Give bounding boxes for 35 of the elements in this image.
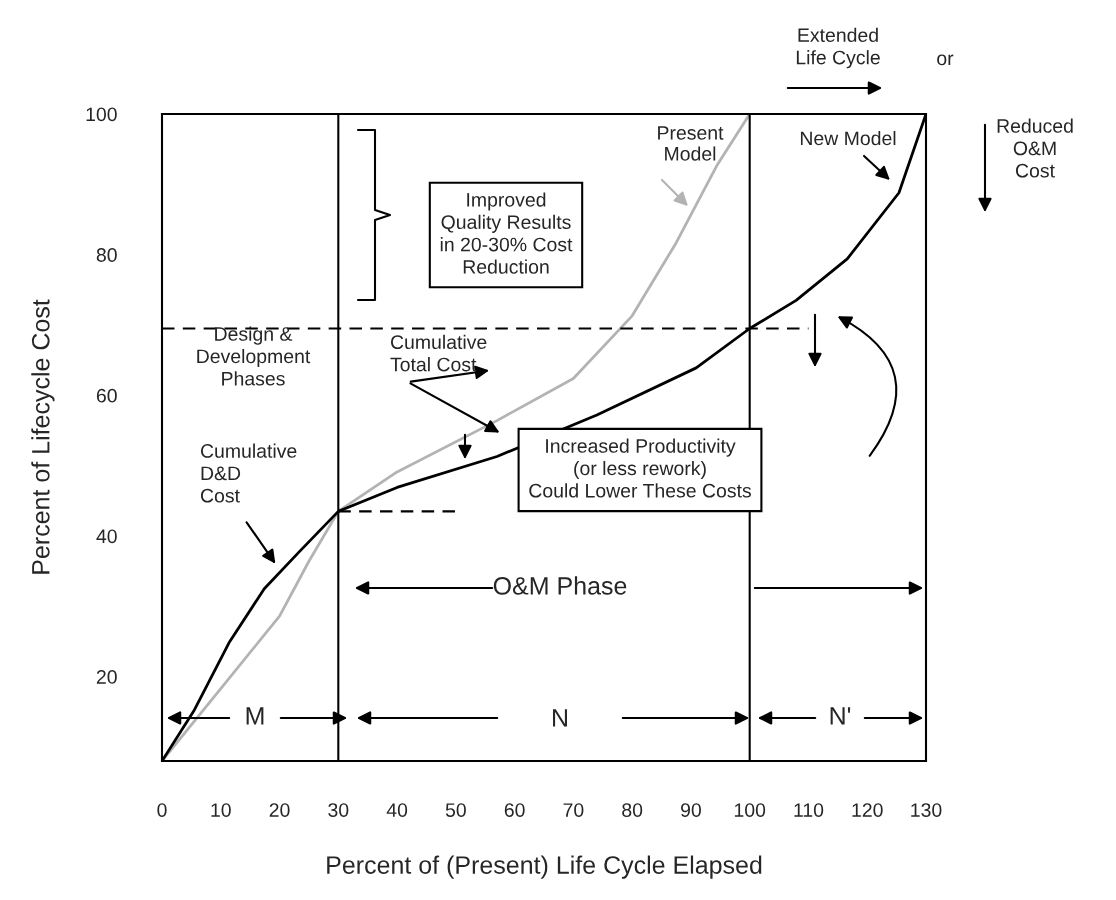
text: Extended Life Cycle	[796, 27, 880, 69]
x-tick-label: 10	[211, 803, 231, 817]
series-label: New Model	[800, 130, 896, 146]
x-tick-label: 130	[911, 803, 942, 817]
x-axis-title: Percent of (Present) Life Cycle Elapsed	[327, 855, 762, 879]
annotation: Cumulative D&D Cost	[200, 443, 297, 503]
x-tick-label: 20	[269, 803, 290, 817]
x-tick-label: 40	[386, 803, 408, 817]
text: Reduced O&M Cost	[997, 118, 1073, 178]
x-tick-label: 60	[504, 803, 525, 817]
y-axis-title: Percent of Lifecycle Cost	[31, 299, 55, 574]
x-tick-label: 100	[734, 803, 766, 817]
x-tick-label: 120	[852, 803, 883, 817]
y-tick-label: 20	[96, 670, 117, 684]
annotation: O&M Phase	[493, 576, 627, 595]
annotation: Improved Quality Results in 20-30% Cost Reduction	[440, 192, 573, 274]
annotation: N	[553, 709, 567, 727]
y-tick-label: 100	[86, 107, 117, 122]
y-tick-label: 80	[96, 248, 117, 262]
x-tick-label: 80	[622, 803, 643, 817]
annotation: Cumulative Total Cost	[390, 334, 487, 372]
y-tick-label: 60	[96, 388, 117, 403]
text: or	[937, 54, 954, 66]
x-tick-label: 50	[445, 803, 466, 817]
x-tick-label: 90	[681, 803, 701, 817]
x-tick-label: 30	[328, 803, 349, 817]
series-label: Present Model	[658, 126, 724, 161]
x-tick-label: 0	[157, 803, 167, 817]
x-tick-label: 110	[794, 803, 824, 817]
y-tick-label: 40	[96, 529, 117, 544]
annotation: Increased Productivity (or less rework) Could Lower These Costs	[529, 438, 751, 498]
annotation: Design & Development Phases	[197, 326, 311, 386]
annotation: M	[246, 707, 264, 725]
x-tick-label: 70	[563, 803, 584, 817]
annotation: N'	[830, 707, 851, 725]
